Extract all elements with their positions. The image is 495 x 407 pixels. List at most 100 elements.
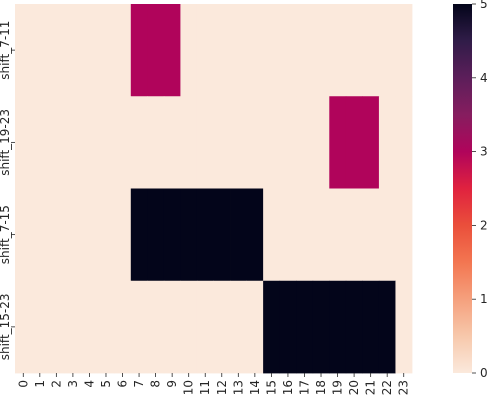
heatmap-cell <box>15 280 32 374</box>
x-tick-label: 14 <box>248 380 262 395</box>
heatmap-cell <box>114 188 132 282</box>
heatmap-cell <box>378 188 396 282</box>
heatmap-cell <box>97 188 115 282</box>
heatmap-cell <box>15 96 32 189</box>
heatmap-cell <box>31 280 49 374</box>
heatmap-cell <box>31 4 49 97</box>
heatmap-cell <box>395 280 413 374</box>
heatmap-cells <box>15 4 413 374</box>
heatmap-cell <box>329 4 347 97</box>
x-tick-label: 11 <box>198 380 212 395</box>
heatmap-cell <box>64 280 82 374</box>
heatmap-cell <box>246 280 264 374</box>
heatmap-cell <box>97 280 115 374</box>
heatmap-cell <box>213 4 231 97</box>
colorbar-tick-label: 3 <box>480 145 488 159</box>
heatmap-cell <box>196 188 214 282</box>
x-tick-label: 21 <box>364 380 378 395</box>
y-tick-label: shift_7-15 <box>0 205 12 264</box>
x-tick-label: 22 <box>380 380 394 395</box>
heatmap-cell <box>345 280 363 374</box>
heatmap-cell <box>296 4 314 97</box>
heatmap-cell <box>230 280 247 374</box>
colorbar-tick-label: 5 <box>480 0 488 11</box>
heatmap-cell <box>163 280 181 374</box>
heatmap-cell <box>213 188 231 282</box>
heatmap-cell <box>196 280 214 374</box>
x-tick-label: 3 <box>66 380 80 388</box>
heatmap-cell <box>279 280 297 374</box>
heatmap-cell <box>81 96 99 189</box>
y-tick-label: shift_15-23 <box>0 293 12 360</box>
heatmap-cell <box>312 96 330 189</box>
heatmap-cell <box>196 96 214 189</box>
y-tick-label: shift_7-11 <box>0 21 12 80</box>
heatmap-cell <box>130 188 148 282</box>
y-tick-label: shift_19-23 <box>0 109 12 176</box>
heatmap-cell <box>378 280 396 374</box>
heatmap-cell <box>147 4 165 97</box>
x-tick-label: 15 <box>264 380 278 395</box>
heatmap-cell <box>312 4 330 97</box>
x-tick-label: 5 <box>99 380 113 388</box>
x-tick-label: 19 <box>331 380 345 395</box>
heatmap-cell <box>147 188 165 282</box>
heatmap-cell <box>48 96 66 189</box>
heatmap-cell <box>345 96 363 189</box>
x-tick-label: 6 <box>116 380 130 388</box>
heatmap-cell <box>395 96 413 189</box>
x-tick-label: 23 <box>397 380 411 395</box>
heatmap-cell <box>345 4 363 97</box>
x-tick-label: 20 <box>347 380 361 395</box>
heatmap-cell <box>64 96 82 189</box>
heatmap-cell <box>114 280 132 374</box>
heatmap-cell <box>246 4 264 97</box>
colorbar-tick-label: 4 <box>480 71 488 85</box>
heatmap-cell <box>213 96 231 189</box>
x-tick-label: 1 <box>33 380 47 388</box>
heatmap-cell <box>81 188 99 282</box>
heatmap-cell <box>180 188 198 282</box>
heatmap-cell <box>147 280 165 374</box>
heatmap-cell <box>362 188 380 282</box>
heatmap-cell <box>329 96 347 189</box>
x-tick-label: 7 <box>132 380 146 388</box>
heatmap-cell <box>147 96 165 189</box>
heatmap-cell <box>97 4 115 97</box>
heatmap-cell <box>31 96 49 189</box>
heatmap-cell <box>81 280 99 374</box>
colorbar: 0 1 2 3 4 5 <box>453 0 488 380</box>
x-tick-label: 13 <box>231 380 245 395</box>
heatmap-cell <box>180 280 198 374</box>
x-tick-label: 0 <box>16 380 30 388</box>
heatmap-cell <box>64 188 82 282</box>
x-tick-label: 2 <box>49 380 63 388</box>
heatmap-cell <box>312 280 330 374</box>
heatmap-cell <box>31 188 49 282</box>
heatmap-cell <box>378 4 396 97</box>
heatmap-cell <box>378 96 396 189</box>
heatmap-cell <box>130 4 148 97</box>
heatmap-cell <box>114 96 132 189</box>
heatmap-cell <box>329 280 347 374</box>
heatmap-cell <box>296 96 314 189</box>
x-tick-label: 4 <box>82 380 96 388</box>
y-axis: shift_7-11 shift_19-23 shift_7-15 shift_15-… <box>0 21 15 360</box>
heatmap-cell <box>48 4 66 97</box>
heatmap-cell <box>263 96 281 189</box>
colorbar-tick-label: 2 <box>480 218 488 232</box>
x-tick-label: 18 <box>314 380 328 395</box>
x-tick-label: 9 <box>165 380 179 388</box>
heatmap-cell <box>230 96 247 189</box>
x-tick-label: 16 <box>281 380 295 395</box>
heatmap-cell <box>312 188 330 282</box>
heatmap-cell <box>246 188 264 282</box>
heatmap-cell <box>15 188 32 282</box>
heatmap-cell <box>345 188 363 282</box>
heatmap-cell <box>230 188 247 282</box>
x-tick-label: 12 <box>215 380 229 395</box>
heatmap-cell <box>196 4 214 97</box>
x-axis: 0 1 2 3 4 5 6 7 8 9 10 11 12 13 14 15 16 17 18 19 20 21 22 23 <box>16 373 411 395</box>
heatmap-cell <box>279 4 297 97</box>
